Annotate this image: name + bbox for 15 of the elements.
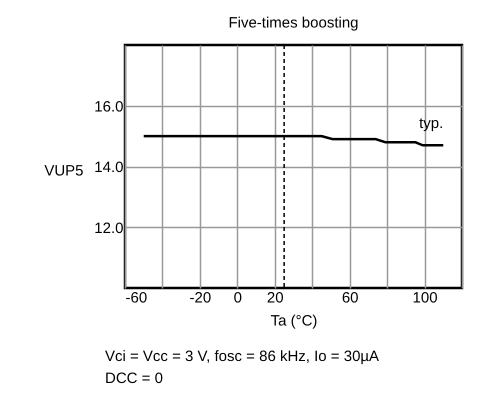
y-axis-title: VUP5 bbox=[44, 162, 84, 180]
x-tick-label: 20 bbox=[266, 290, 284, 306]
y-tick-label: 16.0 bbox=[94, 98, 124, 116]
y-tick-label: 14.0 bbox=[94, 159, 124, 176]
series-label: typ. bbox=[419, 115, 444, 132]
y-tick-label: 12.0 bbox=[94, 220, 124, 237]
text: Vci = Vcc = 3 V, fosc = 86 kHz, Io = 30µA bbox=[105, 347, 380, 367]
x-tick-label: -60 bbox=[126, 290, 148, 306]
x-tick-label: 100 bbox=[412, 290, 438, 306]
x-axis-title: Ta (°C) bbox=[270, 312, 318, 330]
x-tick-label: -20 bbox=[190, 290, 212, 306]
text: DCC = 0 bbox=[105, 369, 164, 389]
x-tick-label: 60 bbox=[342, 290, 359, 306]
x-tick-label: 0 bbox=[234, 290, 242, 306]
chart-title: Five-times boosting bbox=[228, 14, 359, 32]
